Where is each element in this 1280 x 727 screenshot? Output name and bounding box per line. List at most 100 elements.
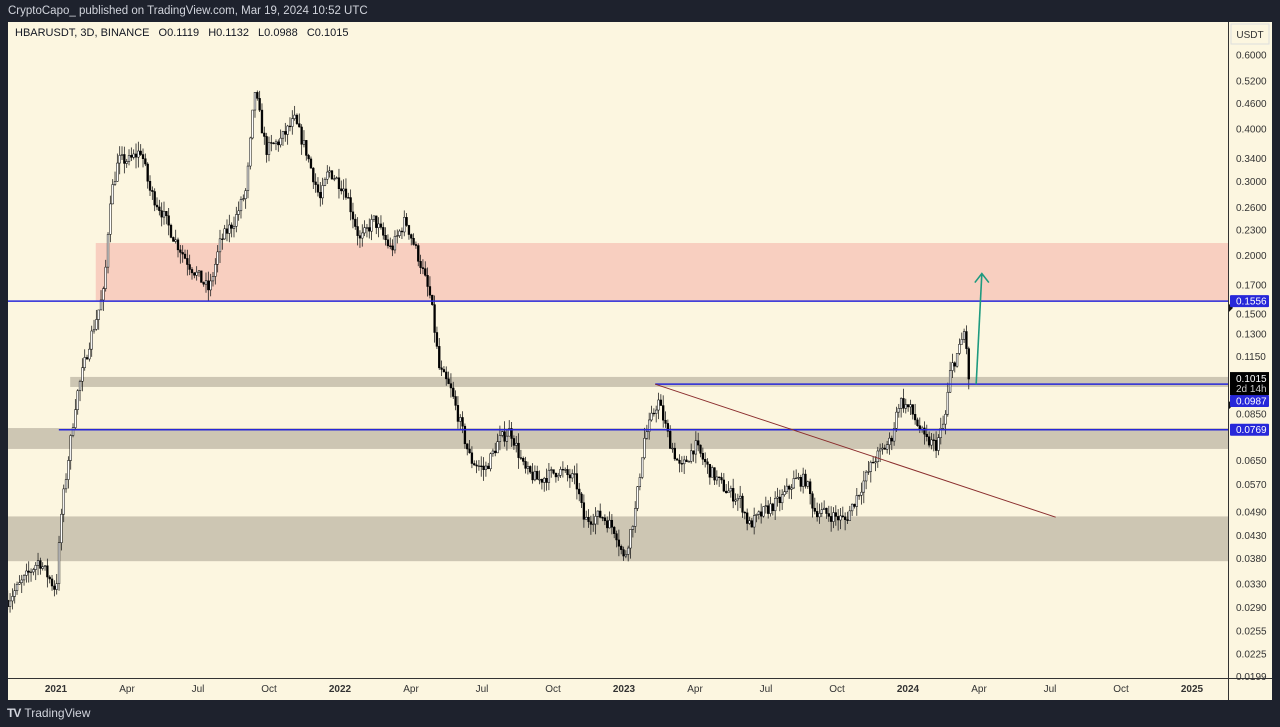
candle-down[interactable]: [309, 158, 313, 169]
candle-up[interactable]: [627, 547, 630, 555]
candle-up[interactable]: [648, 419, 651, 432]
candle-down[interactable]: [155, 204, 159, 208]
candle-up[interactable]: [267, 142, 271, 155]
candle-down[interactable]: [482, 465, 485, 471]
candle-up[interactable]: [769, 503, 772, 514]
candle-down[interactable]: [356, 226, 359, 236]
candle-down[interactable]: [927, 436, 931, 446]
candle-down[interactable]: [676, 458, 679, 461]
candle-up[interactable]: [99, 299, 103, 311]
candle-down[interactable]: [568, 474, 572, 479]
candle-up[interactable]: [403, 217, 406, 233]
candle-down[interactable]: [699, 444, 702, 454]
candle-up[interactable]: [944, 413, 947, 425]
candle-down[interactable]: [53, 585, 56, 590]
candle-down[interactable]: [517, 442, 520, 458]
candle-up[interactable]: [783, 491, 786, 495]
candle-up[interactable]: [333, 178, 336, 180]
candle-up[interactable]: [237, 210, 240, 215]
candle-down[interactable]: [412, 237, 415, 245]
candle-up[interactable]: [781, 494, 784, 504]
candle-up[interactable]: [629, 529, 632, 549]
candle-down[interactable]: [200, 270, 203, 283]
candle-down[interactable]: [741, 495, 744, 513]
candle-down[interactable]: [701, 453, 704, 460]
candle-down[interactable]: [732, 488, 735, 502]
candle-up[interactable]: [120, 154, 124, 156]
candle-up[interactable]: [109, 203, 112, 235]
candle-down[interactable]: [172, 237, 175, 242]
candle-down[interactable]: [890, 437, 893, 442]
candle-down[interactable]: [176, 239, 180, 251]
candle-up[interactable]: [69, 435, 72, 461]
candle-down[interactable]: [923, 427, 926, 435]
candle-up[interactable]: [76, 390, 79, 410]
candle-down[interactable]: [284, 131, 287, 135]
candle-down[interactable]: [169, 224, 173, 238]
candle-up[interactable]: [235, 214, 238, 227]
candle-up[interactable]: [892, 428, 896, 442]
candle-down[interactable]: [27, 570, 30, 573]
candle-down[interactable]: [725, 490, 728, 494]
candle-down[interactable]: [188, 264, 191, 270]
candle-down[interactable]: [330, 170, 334, 180]
candle-down[interactable]: [613, 526, 616, 534]
candle-up[interactable]: [197, 270, 201, 273]
candle-down[interactable]: [179, 249, 182, 253]
candle-down[interactable]: [344, 188, 348, 198]
candle-down[interactable]: [351, 211, 355, 220]
candle-down[interactable]: [610, 519, 614, 528]
candle-down[interactable]: [473, 463, 476, 466]
candle-up[interactable]: [323, 178, 327, 186]
candle-up[interactable]: [218, 238, 222, 253]
candle-down[interactable]: [391, 245, 394, 251]
price-axis[interactable]: [1228, 22, 1272, 678]
candle-down[interactable]: [545, 478, 548, 483]
candle-up[interactable]: [694, 440, 698, 455]
candle-down[interactable]: [813, 507, 816, 512]
trend-line[interactable]: [655, 383, 1056, 518]
candle-down[interactable]: [662, 405, 665, 421]
candle-down[interactable]: [480, 465, 483, 467]
candle-up[interactable]: [526, 466, 530, 469]
candle-up[interactable]: [223, 228, 226, 240]
candle-down[interactable]: [270, 142, 273, 144]
candle-down[interactable]: [183, 253, 187, 259]
candle-down[interactable]: [349, 197, 352, 213]
candle-down[interactable]: [190, 269, 194, 274]
candle-up[interactable]: [592, 523, 595, 526]
candle-up[interactable]: [78, 381, 82, 392]
candle-down[interactable]: [934, 440, 938, 451]
candle-up[interactable]: [550, 469, 553, 471]
candle-down[interactable]: [722, 479, 725, 492]
support-zone-2[interactable]: [8, 428, 1228, 449]
candle-down[interactable]: [750, 520, 753, 528]
candle-down[interactable]: [288, 125, 292, 128]
candle-up[interactable]: [496, 441, 499, 454]
candle-up[interactable]: [291, 118, 294, 127]
candle-up[interactable]: [501, 431, 504, 436]
candle-up[interactable]: [11, 596, 14, 602]
resistance-zone[interactable]: [95, 243, 1228, 302]
candle-down[interactable]: [475, 464, 478, 467]
candle-up[interactable]: [822, 507, 826, 510]
candle-up[interactable]: [848, 510, 851, 521]
candle-down[interactable]: [160, 210, 163, 218]
candle-down[interactable]: [272, 142, 275, 145]
candle-up[interactable]: [279, 137, 282, 146]
candle-down[interactable]: [531, 471, 534, 481]
candle-up[interactable]: [195, 271, 198, 276]
time-axis[interactable]: [8, 678, 1272, 700]
candle-down[interactable]: [720, 477, 723, 481]
candle-down[interactable]: [368, 227, 371, 232]
candle-up[interactable]: [869, 461, 872, 472]
candle-down[interactable]: [167, 215, 170, 226]
candle-up[interactable]: [585, 517, 588, 520]
candle-down[interactable]: [512, 438, 516, 446]
candle-up[interactable]: [748, 520, 751, 524]
candle-down[interactable]: [603, 517, 607, 522]
candle-down[interactable]: [925, 433, 928, 437]
candle-down[interactable]: [340, 188, 343, 192]
candle-up[interactable]: [515, 442, 518, 446]
candle-up[interactable]: [538, 479, 541, 481]
